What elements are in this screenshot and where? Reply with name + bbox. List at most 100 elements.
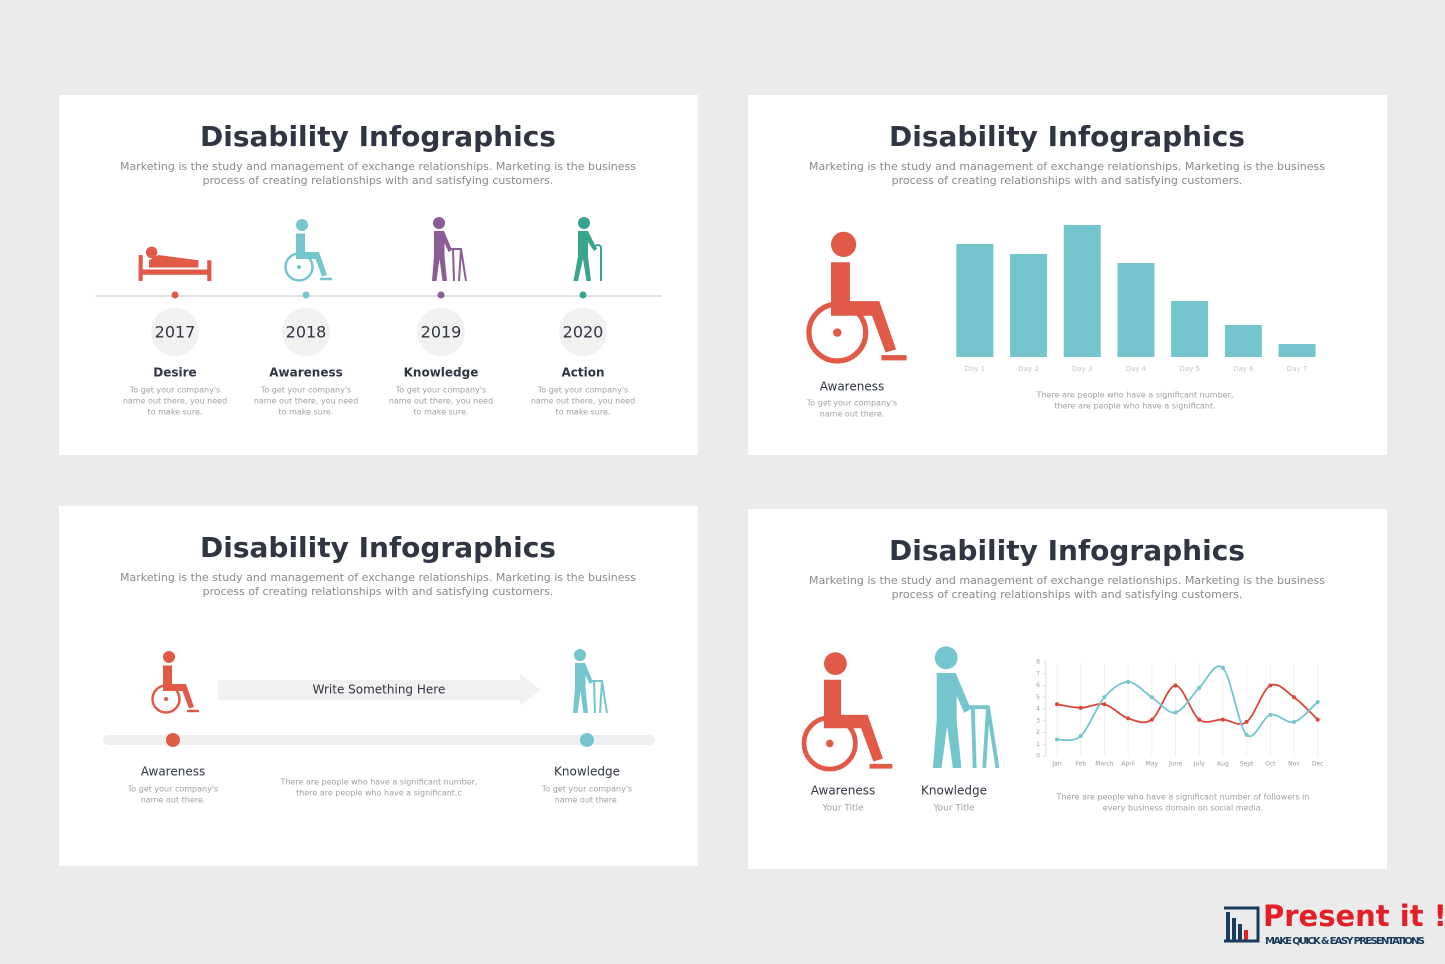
figure-label: Knowledge bbox=[921, 784, 987, 798]
point bbox=[1102, 695, 1107, 700]
icon-body bbox=[432, 231, 452, 281]
icon-body bbox=[573, 231, 597, 281]
slide-subtitle: process of creating relationships with a… bbox=[892, 174, 1243, 187]
wheelchair-icon bbox=[801, 652, 893, 772]
point bbox=[1268, 683, 1273, 688]
icon-body bbox=[149, 255, 199, 268]
stage-text: To get your company's bbox=[541, 785, 632, 794]
x-tick-label: Jan bbox=[1051, 761, 1061, 768]
icon-wheel bbox=[151, 684, 181, 714]
slide-subtitle: Marketing is the study and management of… bbox=[809, 574, 1325, 587]
y-tick-label: 0 bbox=[1036, 753, 1040, 760]
stage-label: Knowledge bbox=[554, 765, 620, 779]
y-tick-label: 8 bbox=[1036, 659, 1040, 666]
year: 2017 bbox=[155, 323, 196, 342]
figure-label: Awareness bbox=[811, 784, 875, 798]
x-tick-label: Day 6 bbox=[1233, 365, 1254, 373]
x-tick-label: Day 2 bbox=[1018, 365, 1039, 373]
point bbox=[1292, 719, 1296, 724]
step-text: to make sure. bbox=[414, 408, 469, 417]
y-tick-label: 3 bbox=[1036, 717, 1040, 724]
x-tick-label: June bbox=[1168, 761, 1182, 768]
icon-head bbox=[296, 219, 308, 231]
icon-body bbox=[932, 673, 971, 768]
slide-subtitle: Marketing is the study and management of… bbox=[120, 160, 636, 173]
y-tick-label: 5 bbox=[1036, 694, 1040, 701]
step-label: Desire bbox=[153, 366, 196, 380]
x-tick-label: Feb bbox=[1075, 761, 1086, 768]
icon-frame bbox=[591, 680, 608, 714]
slide-subtitle: process of creating relationships with a… bbox=[203, 174, 554, 187]
x-tick-label: Nov bbox=[1288, 761, 1300, 768]
logo-bar bbox=[1232, 918, 1236, 940]
slide-title: Disability Infographics bbox=[200, 120, 556, 153]
bar bbox=[956, 244, 994, 357]
point bbox=[1220, 717, 1225, 722]
bar bbox=[1063, 225, 1101, 357]
point bbox=[1315, 699, 1320, 704]
icon-wheel bbox=[806, 301, 869, 364]
stage-text: name out there. bbox=[141, 796, 206, 805]
y-tick-label: 2 bbox=[1036, 729, 1040, 736]
stage-text: name out there. bbox=[555, 796, 620, 805]
bed-icon bbox=[138, 246, 212, 281]
slide bbox=[59, 95, 698, 455]
step-text: To get your company's bbox=[260, 386, 351, 395]
slide-title: Disability Infographics bbox=[889, 120, 1245, 153]
point bbox=[1078, 734, 1083, 739]
slide-subtitle: process of creating relationships with a… bbox=[203, 585, 554, 598]
year: 2020 bbox=[563, 323, 604, 342]
y-tick-label: 4 bbox=[1036, 706, 1040, 713]
track-dot bbox=[166, 733, 180, 747]
point bbox=[1149, 717, 1154, 722]
x-tick-label: Aug bbox=[1217, 761, 1229, 768]
point bbox=[1197, 717, 1202, 722]
icon-wheel bbox=[801, 715, 858, 772]
x-tick-label: Sept bbox=[1240, 761, 1254, 768]
x-tick-label: Dec bbox=[1312, 761, 1324, 768]
step-text: to make sure. bbox=[148, 408, 203, 417]
icon-frame bbox=[967, 705, 1000, 769]
icon-hub bbox=[833, 328, 842, 337]
point bbox=[1173, 710, 1178, 715]
walker-icon bbox=[573, 649, 608, 714]
point bbox=[1292, 695, 1296, 700]
step-text: To get your company's bbox=[129, 386, 220, 395]
point bbox=[1078, 705, 1083, 710]
icon-body bbox=[163, 665, 194, 709]
point bbox=[1102, 702, 1107, 707]
step-text: name out there, you need bbox=[531, 397, 635, 406]
icon-cane bbox=[593, 244, 602, 281]
point bbox=[1173, 683, 1178, 688]
year-badge bbox=[151, 308, 199, 356]
brand-name: Present it ! bbox=[1263, 899, 1445, 933]
figure-text: To get your company's bbox=[806, 399, 897, 408]
timeline-dot bbox=[171, 291, 179, 299]
logo-bar bbox=[1238, 924, 1242, 940]
step-text: To get your company's bbox=[395, 386, 486, 395]
x-tick-label: March bbox=[1095, 761, 1113, 768]
slide-subtitle: Marketing is the study and management of… bbox=[120, 571, 636, 584]
slide-subtitle: process of creating relationships with a… bbox=[892, 588, 1243, 601]
center-text: There are people who have a significant … bbox=[280, 778, 478, 787]
x-tick-label: Day 1 bbox=[965, 365, 986, 373]
figure-sub: Your Title bbox=[932, 804, 975, 814]
x-tick-label: May bbox=[1146, 761, 1159, 768]
x-tick-label: Day 5 bbox=[1179, 365, 1200, 373]
x-tick-label: Day 3 bbox=[1072, 365, 1093, 373]
icon-head bbox=[145, 246, 158, 259]
slide-title: Disability Infographics bbox=[889, 534, 1245, 567]
icon-wheel bbox=[284, 252, 314, 282]
year: 2018 bbox=[286, 323, 327, 342]
step-label: Action bbox=[561, 366, 604, 380]
icon-head bbox=[574, 649, 586, 661]
brand-tagline: MAKE QUICK & EASY PRESENTATIONS bbox=[1265, 936, 1425, 947]
step-label: Awareness bbox=[269, 366, 343, 380]
figure-sub: Your Title bbox=[821, 804, 864, 814]
timeline-dot bbox=[579, 291, 587, 299]
figure-label: Awareness bbox=[820, 380, 884, 394]
step-text: name out there, you need bbox=[254, 397, 358, 406]
point bbox=[1126, 679, 1131, 684]
x-tick-label: April bbox=[1121, 761, 1135, 768]
